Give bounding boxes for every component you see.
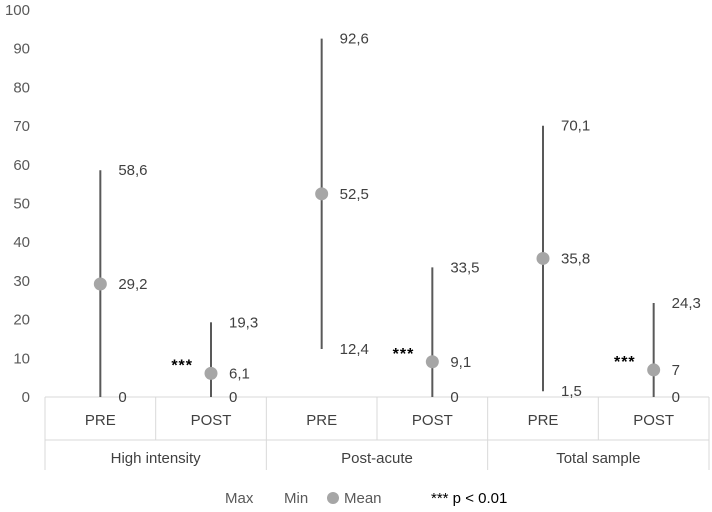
y-tick-label: 20 — [13, 312, 30, 329]
max-value-label: 19,3 — [229, 314, 258, 331]
data-marks: 58,6 29,2 0 19,3 6,1 0 *** 92,6 52,5 12,4 33,5 9,1 0… — [93, 31, 701, 406]
legend-max-label: Max — [225, 490, 254, 507]
min-value-label: 12,4 — [340, 341, 369, 358]
significance-marker: *** — [393, 346, 415, 363]
x-point-label: PRE — [306, 412, 337, 429]
max-value-label: 24,3 — [672, 295, 701, 312]
mean-marker — [315, 187, 329, 201]
x-group-label: High intensity — [111, 450, 202, 467]
max-value-label: 92,6 — [340, 31, 369, 48]
x-group-label: Total sample — [556, 450, 640, 467]
x-point-label: PRE — [85, 412, 116, 429]
legend-mean-label: Mean — [344, 490, 382, 507]
y-axis-tick-labels: 0 10 20 30 40 50 60 70 80 90 100 — [5, 2, 30, 406]
min-value-label: 0 — [229, 389, 237, 406]
x-point-label: PRE — [528, 412, 559, 429]
y-tick-label: 0 — [22, 389, 30, 406]
legend-min-label: Min — [284, 490, 308, 507]
min-value-label: 0 — [672, 389, 680, 406]
mean-value-label: 7 — [672, 362, 680, 379]
y-tick-label: 40 — [13, 234, 30, 251]
min-value-label: 0 — [450, 389, 458, 406]
y-tick-label: 90 — [13, 41, 30, 58]
max-value-label: 58,6 — [118, 162, 147, 179]
mean-value-label: 6,1 — [229, 365, 250, 382]
mean-marker — [425, 355, 439, 369]
mean-marker — [204, 366, 218, 380]
x-point-label: POST — [191, 412, 232, 429]
axes-and-category-lines — [44, 396, 710, 470]
max-value-label: 33,5 — [450, 259, 479, 276]
y-tick-label: 60 — [13, 157, 30, 174]
x-point-label: POST — [412, 412, 453, 429]
y-tick-label: 70 — [13, 118, 30, 135]
x-axis-labels: High intensity PRE POST Post-acute PRE POST To… — [85, 412, 674, 467]
mean-marker — [93, 277, 107, 291]
y-tick-label: 10 — [13, 350, 30, 367]
mean-value-label: 52,5 — [340, 186, 369, 203]
mean-value-label: 29,2 — [118, 276, 147, 293]
max-value-label: 70,1 — [561, 118, 590, 135]
mean-marker — [536, 251, 550, 265]
legend: Max Min Mean *** p < 0.01 — [225, 490, 507, 507]
y-tick-label: 100 — [5, 2, 30, 19]
significance-note: *** p < 0.01 — [431, 490, 507, 507]
y-tick-label: 50 — [13, 196, 30, 213]
y-tick-label: 30 — [13, 273, 30, 290]
significance-marker: *** — [171, 357, 193, 374]
legend-mean-marker — [327, 492, 339, 504]
min-value-label: 1,5 — [561, 383, 582, 400]
min-value-label: 0 — [118, 389, 126, 406]
x-point-label: POST — [633, 412, 674, 429]
mean-value-label: 35,8 — [561, 250, 590, 267]
mean-marker — [647, 363, 661, 377]
significance-marker: *** — [614, 354, 636, 371]
y-tick-label: 80 — [13, 79, 30, 96]
mean-value-label: 9,1 — [450, 354, 471, 371]
x-group-label: Post-acute — [341, 450, 413, 467]
